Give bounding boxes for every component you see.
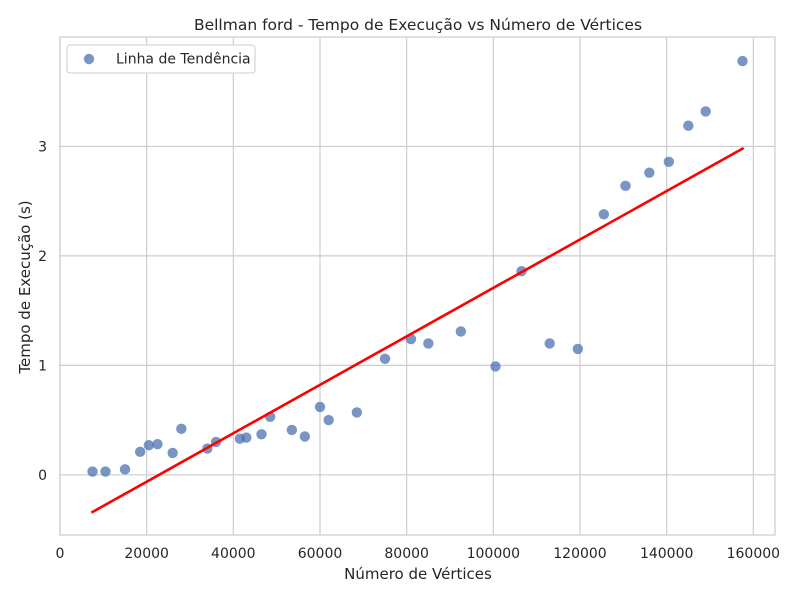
trend-line <box>90 146 745 514</box>
y-tick-label: 3 <box>38 139 47 155</box>
chart-title: Bellman ford - Tempo de Execução vs Núme… <box>194 16 642 34</box>
x-tick-label: 100000 <box>467 546 520 562</box>
y-tick-label: 0 <box>38 468 47 484</box>
scatter-point <box>100 466 111 477</box>
scatter-point <box>572 343 584 355</box>
x-tick-label: 160000 <box>727 546 780 562</box>
scatter-point <box>423 338 434 349</box>
legend: Linha de Tendência <box>66 44 256 74</box>
scatter-point <box>143 440 155 451</box>
scatter-point <box>314 401 326 413</box>
scatter-point <box>700 106 711 117</box>
x-axis-label: Número de Vértices <box>344 565 492 583</box>
x-tick-label: 140000 <box>640 546 693 562</box>
scatter-point <box>544 338 555 349</box>
y-tick-label: 1 <box>38 358 47 374</box>
scatter-point <box>119 464 131 475</box>
y-tick-label: 2 <box>38 249 47 265</box>
scatter-point <box>683 120 694 131</box>
scatter-point <box>256 429 267 440</box>
grid <box>59 37 775 535</box>
trend-line-group <box>90 146 745 514</box>
legend-marker <box>83 53 95 65</box>
scatter-point <box>176 423 187 435</box>
x-tick-label: 120000 <box>553 546 606 562</box>
x-tick-label: 20000 <box>124 546 169 562</box>
scatter-point <box>323 414 334 426</box>
scatter-point <box>490 361 501 372</box>
scatter-point <box>644 167 655 178</box>
legend-label: Linha de Tendência <box>116 52 251 68</box>
scatter-point <box>87 466 98 477</box>
scatter-point <box>286 424 298 436</box>
scatter-point <box>663 156 675 167</box>
x-tick-label: 80000 <box>384 546 429 562</box>
scatter-point <box>379 353 391 364</box>
y-axis-label: Tempo de Execução (s) <box>16 200 34 374</box>
scatter-point <box>241 432 252 443</box>
plot-frame <box>59 36 776 536</box>
legend-box <box>66 44 256 74</box>
scatter-point <box>620 180 631 192</box>
x-axis-ticks: 0 20000 40000 60000 80000 100000 120000 140000 1… <box>56 546 781 562</box>
scatter-point <box>598 209 610 220</box>
scatter-point <box>455 326 467 337</box>
scatter-point <box>351 407 363 418</box>
y-axis-ticks: 0 1 2 3 <box>38 139 47 483</box>
scatter-point <box>737 55 748 67</box>
x-tick-label: 0 <box>56 546 65 562</box>
scatter-point <box>167 447 178 459</box>
scatter-point <box>152 438 163 450</box>
scatter-point <box>299 431 311 442</box>
x-tick-label: 60000 <box>298 546 343 562</box>
scatter-point <box>134 446 146 458</box>
x-tick-label: 40000 <box>211 546 256 562</box>
